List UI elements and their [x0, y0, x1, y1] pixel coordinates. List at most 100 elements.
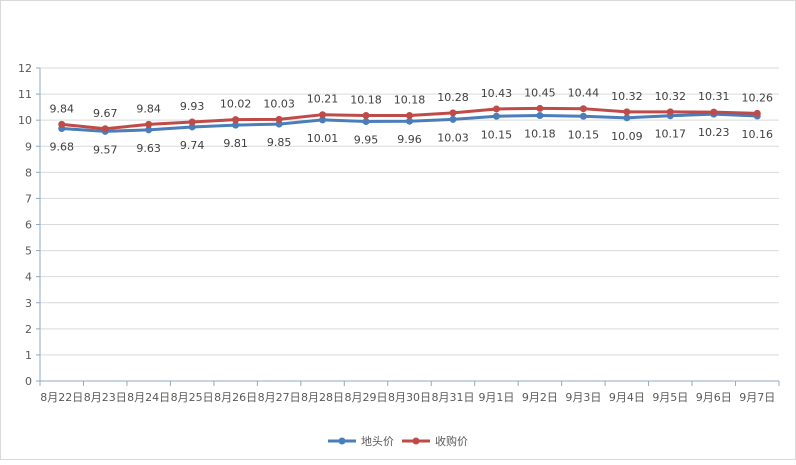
data-label: 9.81 [223, 137, 248, 150]
y-tick-label: 2 [25, 323, 32, 336]
data-label: 10.28 [437, 91, 469, 104]
data-label: 9.85 [267, 136, 292, 149]
data-label: 10.45 [524, 86, 556, 99]
y-tick-label: 11 [18, 88, 32, 101]
data-label: 9.84 [49, 102, 74, 115]
data-point [492, 105, 500, 113]
data-point [58, 120, 66, 128]
x-tick-label: 8月27日 [258, 391, 301, 404]
data-point [710, 108, 718, 116]
data-label: 9.68 [49, 141, 74, 154]
y-tick-label: 7 [25, 192, 32, 205]
data-label: 9.93 [180, 100, 205, 113]
data-point [319, 111, 327, 119]
data-label: 9.63 [136, 142, 161, 155]
data-point [449, 109, 457, 117]
y-tick-label: 8 [25, 166, 32, 179]
data-point [449, 115, 457, 123]
data-point [579, 112, 587, 120]
data-label: 10.01 [307, 132, 339, 145]
x-tick-label: 8月29日 [345, 391, 388, 404]
y-tick-label: 6 [25, 219, 32, 232]
data-label: 10.26 [742, 91, 774, 104]
data-point [623, 114, 631, 122]
data-point [188, 118, 196, 126]
data-point [536, 111, 544, 119]
x-tick-label: 9月2日 [522, 391, 558, 404]
data-label: 10.21 [307, 93, 339, 106]
y-tick-label: 10 [18, 114, 32, 127]
data-point [275, 115, 283, 123]
legend: 地头价 收购价 [328, 434, 468, 448]
data-label: 10.02 [220, 98, 252, 111]
x-tick-label: 8月25日 [171, 391, 214, 404]
legend-label-0: 地头价 [361, 435, 394, 448]
data-point [145, 120, 153, 128]
legend-label-1: 收购价 [435, 434, 468, 448]
data-label: 10.18 [350, 93, 382, 106]
legend-marker-1 [412, 437, 420, 445]
x-tick-label: 9月6日 [696, 391, 732, 404]
data-label: 10.44 [568, 87, 600, 100]
x-tick-label: 9月3日 [565, 391, 601, 404]
x-tick-label: 8月22日 [40, 391, 83, 404]
x-tick-label: 8月24日 [127, 391, 170, 404]
data-point [319, 116, 327, 124]
y-tick-label: 3 [25, 297, 32, 310]
x-tick-label: 8月26日 [214, 391, 257, 404]
data-label: 10.32 [611, 90, 643, 103]
data-label: 10.09 [611, 130, 643, 143]
data-point [623, 108, 631, 116]
data-point [362, 117, 370, 125]
data-point [101, 125, 109, 133]
data-label: 10.03 [263, 97, 295, 110]
x-tick-label: 9月5日 [652, 391, 688, 404]
data-label: 10.18 [394, 93, 426, 106]
data-point [188, 123, 196, 131]
series-lines [58, 104, 761, 135]
y-tick-label: 4 [25, 271, 32, 284]
y-tick-label: 12 [18, 62, 32, 75]
data-point [492, 112, 500, 120]
x-tick-label: 8月31日 [431, 391, 474, 404]
x-tick-label: 8月30日 [388, 391, 431, 404]
data-label: 10.32 [655, 90, 687, 103]
data-label: 10.15 [568, 128, 600, 141]
data-label: 10.16 [742, 128, 774, 141]
data-label: 10.03 [437, 131, 469, 144]
y-tick-label: 9 [25, 140, 32, 153]
data-point [753, 109, 761, 117]
data-labels: 9.68 9.57 9.63 9.74 9.81 9.85 10.01 9.95 9.96 10.… [49, 86, 773, 156]
data-label: 9.84 [136, 102, 161, 115]
data-label: 10.18 [524, 127, 556, 140]
data-label: 9.96 [397, 133, 422, 146]
data-label: 10.43 [481, 87, 513, 100]
data-label: 9.95 [354, 133, 379, 146]
x-tick-label: 8月28日 [301, 391, 344, 404]
data-point [536, 104, 544, 112]
data-label: 9.74 [180, 139, 205, 152]
data-label: 10.31 [698, 90, 730, 103]
grid-lines [40, 67, 779, 356]
data-point [666, 108, 674, 116]
data-label: 10.15 [481, 128, 513, 141]
data-point [579, 105, 587, 113]
data-point [406, 111, 413, 119]
data-point [406, 117, 413, 125]
data-point [145, 126, 153, 134]
x-tick-label: 8月23日 [84, 391, 127, 404]
data-label: 9.67 [93, 107, 118, 120]
x-tick-label: 9月7日 [739, 391, 775, 404]
x-tick-label: 9月1日 [478, 391, 514, 404]
data-point [362, 111, 370, 119]
data-label: 10.17 [655, 128, 687, 141]
y-tick-label: 0 [25, 375, 32, 388]
data-label: 9.57 [93, 143, 118, 156]
y-tick-label: 5 [25, 245, 32, 258]
y-tick-label: 1 [25, 349, 32, 362]
data-point [232, 116, 240, 124]
data-point [232, 121, 240, 129]
